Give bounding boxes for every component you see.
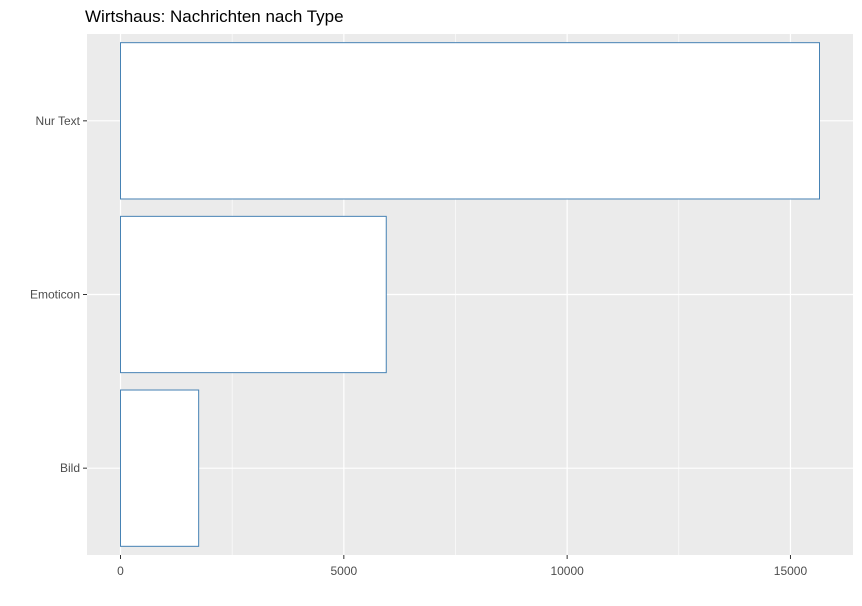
bar-bild — [119, 389, 200, 547]
x-axis: 0 5000 10000 15000 — [117, 555, 807, 578]
y-tick-label: Bild — [60, 461, 80, 475]
x-tick-label: 15000 — [774, 564, 808, 578]
y-axis: Nur Text Emoticon Bild — [30, 114, 87, 475]
chart-title: Wirtshaus: Nachrichten nach Type — [85, 7, 344, 26]
y-tick-label: Emoticon — [30, 288, 80, 302]
bars — [119, 42, 821, 547]
x-tick-label: 0 — [117, 564, 124, 578]
x-tick-label: 10000 — [550, 564, 584, 578]
bar-nur-text — [119, 42, 821, 200]
y-tick-label: Nur Text — [36, 114, 81, 128]
bar-emoticon — [119, 215, 387, 374]
x-tick-label: 5000 — [330, 564, 357, 578]
